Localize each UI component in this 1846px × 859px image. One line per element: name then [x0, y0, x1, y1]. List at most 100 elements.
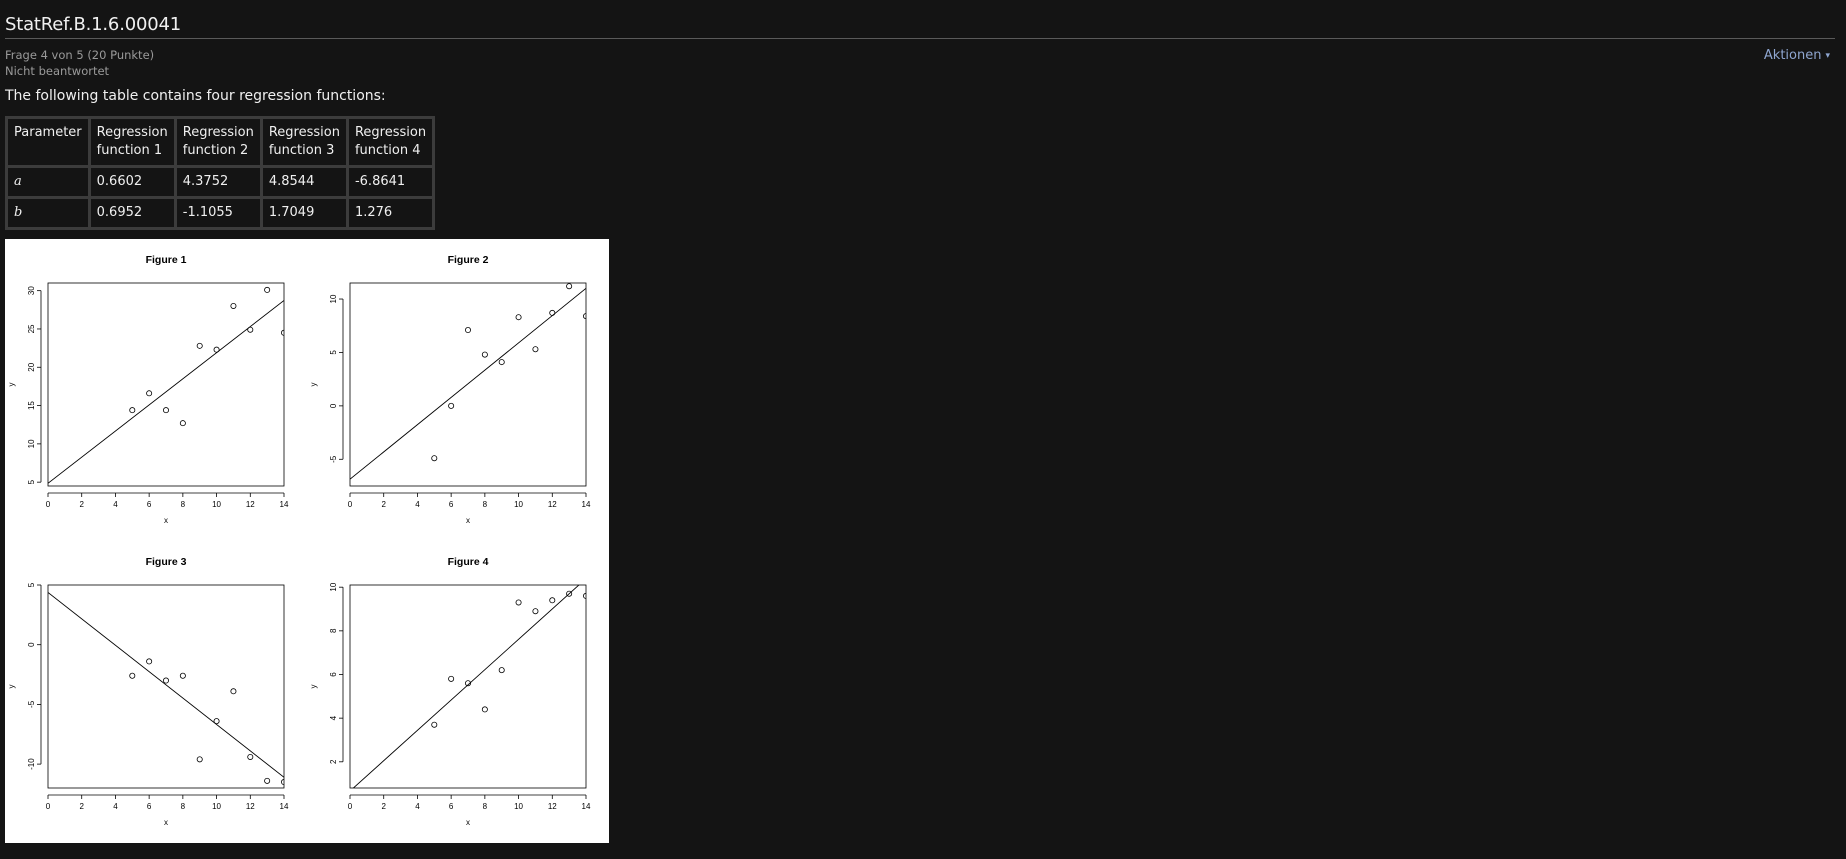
data-point: [566, 590, 573, 597]
data-point: [583, 592, 586, 599]
data-point: [515, 314, 522, 321]
data-point: [583, 313, 586, 320]
table-cell: 0.6602: [90, 168, 174, 196]
y-tick-label: 25: [27, 324, 36, 333]
data-point: [247, 326, 254, 333]
table-header-row: Parameter Regression function 1 Regressi…: [8, 119, 433, 165]
figure-title: Figure 1: [146, 254, 187, 266]
figures-image: Figure 1 0 2 4 6 8 10 12 14 x 5 10 15 20 25 30 y Figure 2…: [5, 239, 609, 843]
question-text: The following table contains four regres…: [5, 88, 386, 104]
x-tick-label: 2: [79, 802, 84, 811]
regression-line: [350, 287, 586, 480]
table-cell: 4.3752: [176, 168, 260, 196]
page-title: StatRef.B.1.6.00041: [5, 14, 1835, 39]
x-tick-label: 0: [46, 802, 51, 811]
data-point: [549, 309, 556, 316]
y-tick-label: 8: [329, 628, 338, 633]
actions-menu-button[interactable]: Aktionen ▾: [1764, 48, 1830, 63]
y-axis-label: y: [309, 383, 318, 387]
table-cell: 1.276: [348, 199, 433, 227]
actions-label: Aktionen: [1763, 48, 1822, 63]
data-point: [264, 777, 271, 784]
data-point: [129, 672, 136, 679]
figure-title: Figure 3: [146, 556, 187, 568]
x-tick-label: 6: [449, 500, 454, 509]
x-tick-label: 14: [582, 802, 591, 811]
x-tick-label: 14: [582, 500, 591, 509]
data-point: [448, 402, 455, 409]
figure-2: Figure 2 0 2 4 6 8 10 12 14 x -5 0 5 10 y: [309, 254, 591, 525]
table-cell: -1.1055: [176, 199, 260, 227]
data-point: [549, 597, 556, 604]
data-point: [129, 407, 136, 414]
x-tick-label: 4: [113, 802, 118, 811]
param-name: b: [8, 199, 88, 227]
data-point: [146, 390, 153, 397]
column-header: Parameter: [8, 119, 88, 165]
y-tick-label: 30: [27, 286, 36, 295]
y-tick-label: 5: [329, 350, 338, 355]
answer-status: Nicht beantwortet: [5, 64, 110, 78]
y-tick-label: 15: [27, 401, 36, 410]
y-tick-label: 0: [329, 403, 338, 408]
x-tick-label: 10: [514, 802, 523, 811]
data-point: [464, 327, 471, 334]
plot-frame: [349, 584, 587, 789]
y-axis-label: y: [7, 383, 16, 387]
x-tick-label: 6: [449, 802, 454, 811]
data-point: [481, 351, 488, 358]
x-tick-label: 14: [280, 802, 289, 811]
data-point: [281, 329, 284, 336]
data-point: [515, 599, 522, 606]
x-tick-label: 10: [212, 802, 221, 811]
figure-title: Figure 2: [448, 254, 489, 266]
x-tick-label: 12: [246, 500, 255, 509]
column-header: Regression function 1: [90, 119, 174, 165]
x-tick-label: 4: [113, 500, 118, 509]
y-axis-label: y: [7, 685, 16, 689]
regression-table: Parameter Regression function 1 Regressi…: [5, 116, 436, 230]
x-tick-label: 12: [548, 802, 557, 811]
data-point: [196, 756, 203, 763]
table-row: b 0.6952 -1.1055 1.7049 1.276: [8, 199, 433, 227]
data-point: [431, 721, 438, 728]
x-tick-label: 2: [381, 500, 386, 509]
x-axis-label: x: [164, 516, 168, 525]
data-point: [196, 342, 203, 349]
data-point: [162, 407, 169, 414]
regression-line: [48, 592, 284, 778]
x-tick-label: 0: [46, 500, 51, 509]
figure-3: Figure 3 0 2 4 6 8 10 12 14 x -10 -5 0 5 y: [7, 556, 289, 827]
data-point: [498, 667, 505, 674]
table-cell: 0.6952: [90, 199, 174, 227]
x-tick-label: 8: [483, 802, 488, 811]
data-point: [281, 779, 284, 786]
figure-1: Figure 1 0 2 4 6 8 10 12 14 x 5 10 15 20 25 30 y: [7, 254, 289, 525]
data-point: [213, 718, 220, 725]
table-row: a 0.6602 4.3752 4.8544 -6.8641: [8, 168, 433, 196]
plot-frame: [47, 282, 285, 487]
x-tick-label: 8: [483, 500, 488, 509]
y-tick-label: -5: [329, 455, 338, 463]
data-point: [179, 420, 186, 427]
data-point: [532, 346, 539, 353]
x-tick-label: 10: [212, 500, 221, 509]
x-tick-label: 2: [79, 500, 84, 509]
question-meta: Frage 4 von 5 (20 Punkte) Nicht beantwor…: [5, 47, 154, 79]
question-info: Frage 4 von 5 (20 Punkte): [5, 48, 155, 62]
data-point: [498, 359, 505, 366]
data-point: [247, 753, 254, 760]
x-tick-label: 4: [415, 500, 420, 509]
y-tick-label: 20: [27, 362, 36, 371]
param-name: a: [8, 168, 88, 196]
x-axis-label: x: [466, 818, 470, 827]
y-axis-label: y: [309, 685, 318, 689]
table-cell: 1.7049: [262, 199, 346, 227]
column-header: Regression function 3: [262, 119, 346, 165]
y-tick-label: 5: [27, 479, 36, 484]
data-point: [230, 688, 237, 695]
y-tick-label: -5: [27, 700, 36, 708]
x-tick-label: 14: [280, 500, 289, 509]
table-cell: 4.8544: [262, 168, 346, 196]
data-point: [213, 346, 220, 353]
